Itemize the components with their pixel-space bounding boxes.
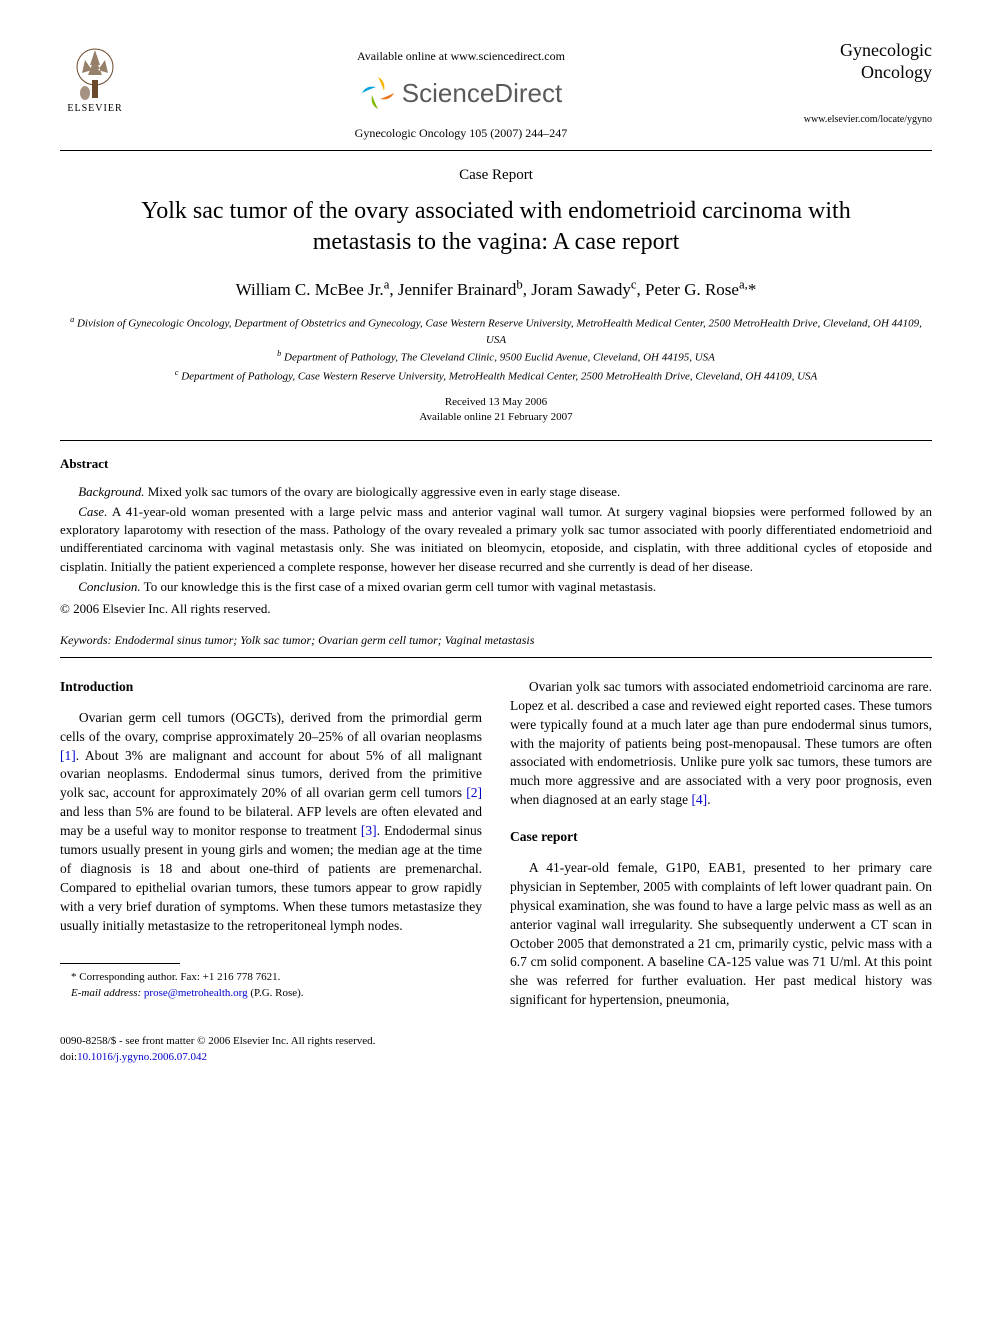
page-footer: 0090-8258/$ - see front matter © 2006 El… (60, 1034, 932, 1065)
article-dates: Received 13 May 2006 Available online 21… (60, 395, 932, 426)
author: William C. McBee Jr.a, Jennifer Brainard… (236, 280, 757, 299)
elsevier-tree-icon (70, 45, 120, 100)
issn-line: 0090-8258/$ - see front matter © 2006 El… (60, 1034, 375, 1049)
center-header: Available online at www.sciencedirect.co… (130, 40, 792, 142)
introduction-p1: Ovarian germ cell tumors (OGCTs), derive… (60, 709, 482, 936)
elsevier-logo: ELSEVIER (60, 40, 130, 120)
journal-title: Gynecologic Oncology (792, 40, 932, 83)
sciencedirect-swirl-icon (360, 75, 396, 111)
keywords-label: Keywords: (60, 633, 112, 647)
abstract-body: Background. Mixed yolk sac tumors of the… (60, 483, 932, 618)
online-date: Available online 21 February 2007 (60, 410, 932, 425)
header-divider (60, 150, 932, 151)
keywords-text: Endodermal sinus tumor; Yolk sac tumor; … (112, 633, 535, 647)
abstract-case: Case. A 41-year-old woman presented with… (60, 503, 932, 576)
article-title: Yolk sac tumor of the ovary associated w… (90, 196, 902, 258)
affiliation-b: b Department of Pathology, The Cleveland… (60, 348, 932, 366)
publisher-name: ELSEVIER (67, 102, 122, 116)
keywords-line: Keywords: Endodermal sinus tumor; Yolk s… (60, 632, 932, 649)
affiliation-c: c Department of Pathology, Case Western … (60, 367, 932, 385)
abstract-heading: Abstract (60, 455, 932, 473)
page-header: ELSEVIER Available online at www.science… (60, 40, 932, 142)
affiliations: a Division of Gynecologic Oncology, Depa… (60, 314, 932, 385)
citation-line: Gynecologic Oncology 105 (2007) 244–247 (130, 125, 792, 142)
ref-link-4[interactable]: [4] (691, 792, 707, 807)
abstract-bottom-rule (60, 657, 932, 658)
introduction-heading: Introduction (60, 678, 482, 697)
affiliation-a: a Division of Gynecologic Oncology, Depa… (60, 314, 932, 349)
ref-link-1[interactable]: [1] (60, 748, 76, 763)
abstract-top-rule (60, 440, 932, 441)
sciencedirect-logo: ScienceDirect (130, 75, 792, 111)
journal-url: www.elsevier.com/locate/ygyno (792, 113, 932, 127)
introduction-p2: Ovarian yolk sac tumors with associated … (510, 678, 932, 810)
footer-left: 0090-8258/$ - see front matter © 2006 El… (60, 1034, 375, 1065)
case-report-heading: Case report (510, 828, 932, 847)
available-online-text: Available online at www.sciencedirect.co… (130, 48, 792, 65)
email-link[interactable]: prose@metrohealth.org (144, 987, 248, 999)
body-columns: Introduction Ovarian germ cell tumors (O… (60, 678, 932, 1014)
abstract-copyright: © 2006 Elsevier Inc. All rights reserved… (60, 600, 932, 618)
email-footnote: E-mail address: prose@metrohealth.org (P… (60, 986, 482, 1001)
ref-link-3[interactable]: [3] (361, 823, 377, 838)
ref-link-2[interactable]: [2] (466, 785, 482, 800)
author-list: William C. McBee Jr.a, Jennifer Brainard… (60, 276, 932, 301)
abstract-background: Background. Mixed yolk sac tumors of the… (60, 483, 932, 501)
footnote-divider (60, 963, 180, 964)
left-column: Introduction Ovarian germ cell tumors (O… (60, 678, 482, 1014)
doi-link[interactable]: 10.1016/j.ygyno.2006.07.042 (77, 1051, 207, 1063)
doi-line: doi:10.1016/j.ygyno.2006.07.042 (60, 1050, 375, 1065)
journal-box: Gynecologic Oncology www.elsevier.com/lo… (792, 40, 932, 127)
abstract-conclusion: Conclusion. To our knowledge this is the… (60, 578, 932, 596)
received-date: Received 13 May 2006 (60, 395, 932, 410)
sciencedirect-wordmark: ScienceDirect (402, 75, 562, 111)
case-report-p1: A 41-year-old female, G1P0, EAB1, presen… (510, 859, 932, 1010)
article-type: Case Report (60, 165, 932, 186)
right-column: Ovarian yolk sac tumors with associated … (510, 678, 932, 1014)
corresponding-footnote: * Corresponding author. Fax: +1 216 778 … (60, 970, 482, 985)
